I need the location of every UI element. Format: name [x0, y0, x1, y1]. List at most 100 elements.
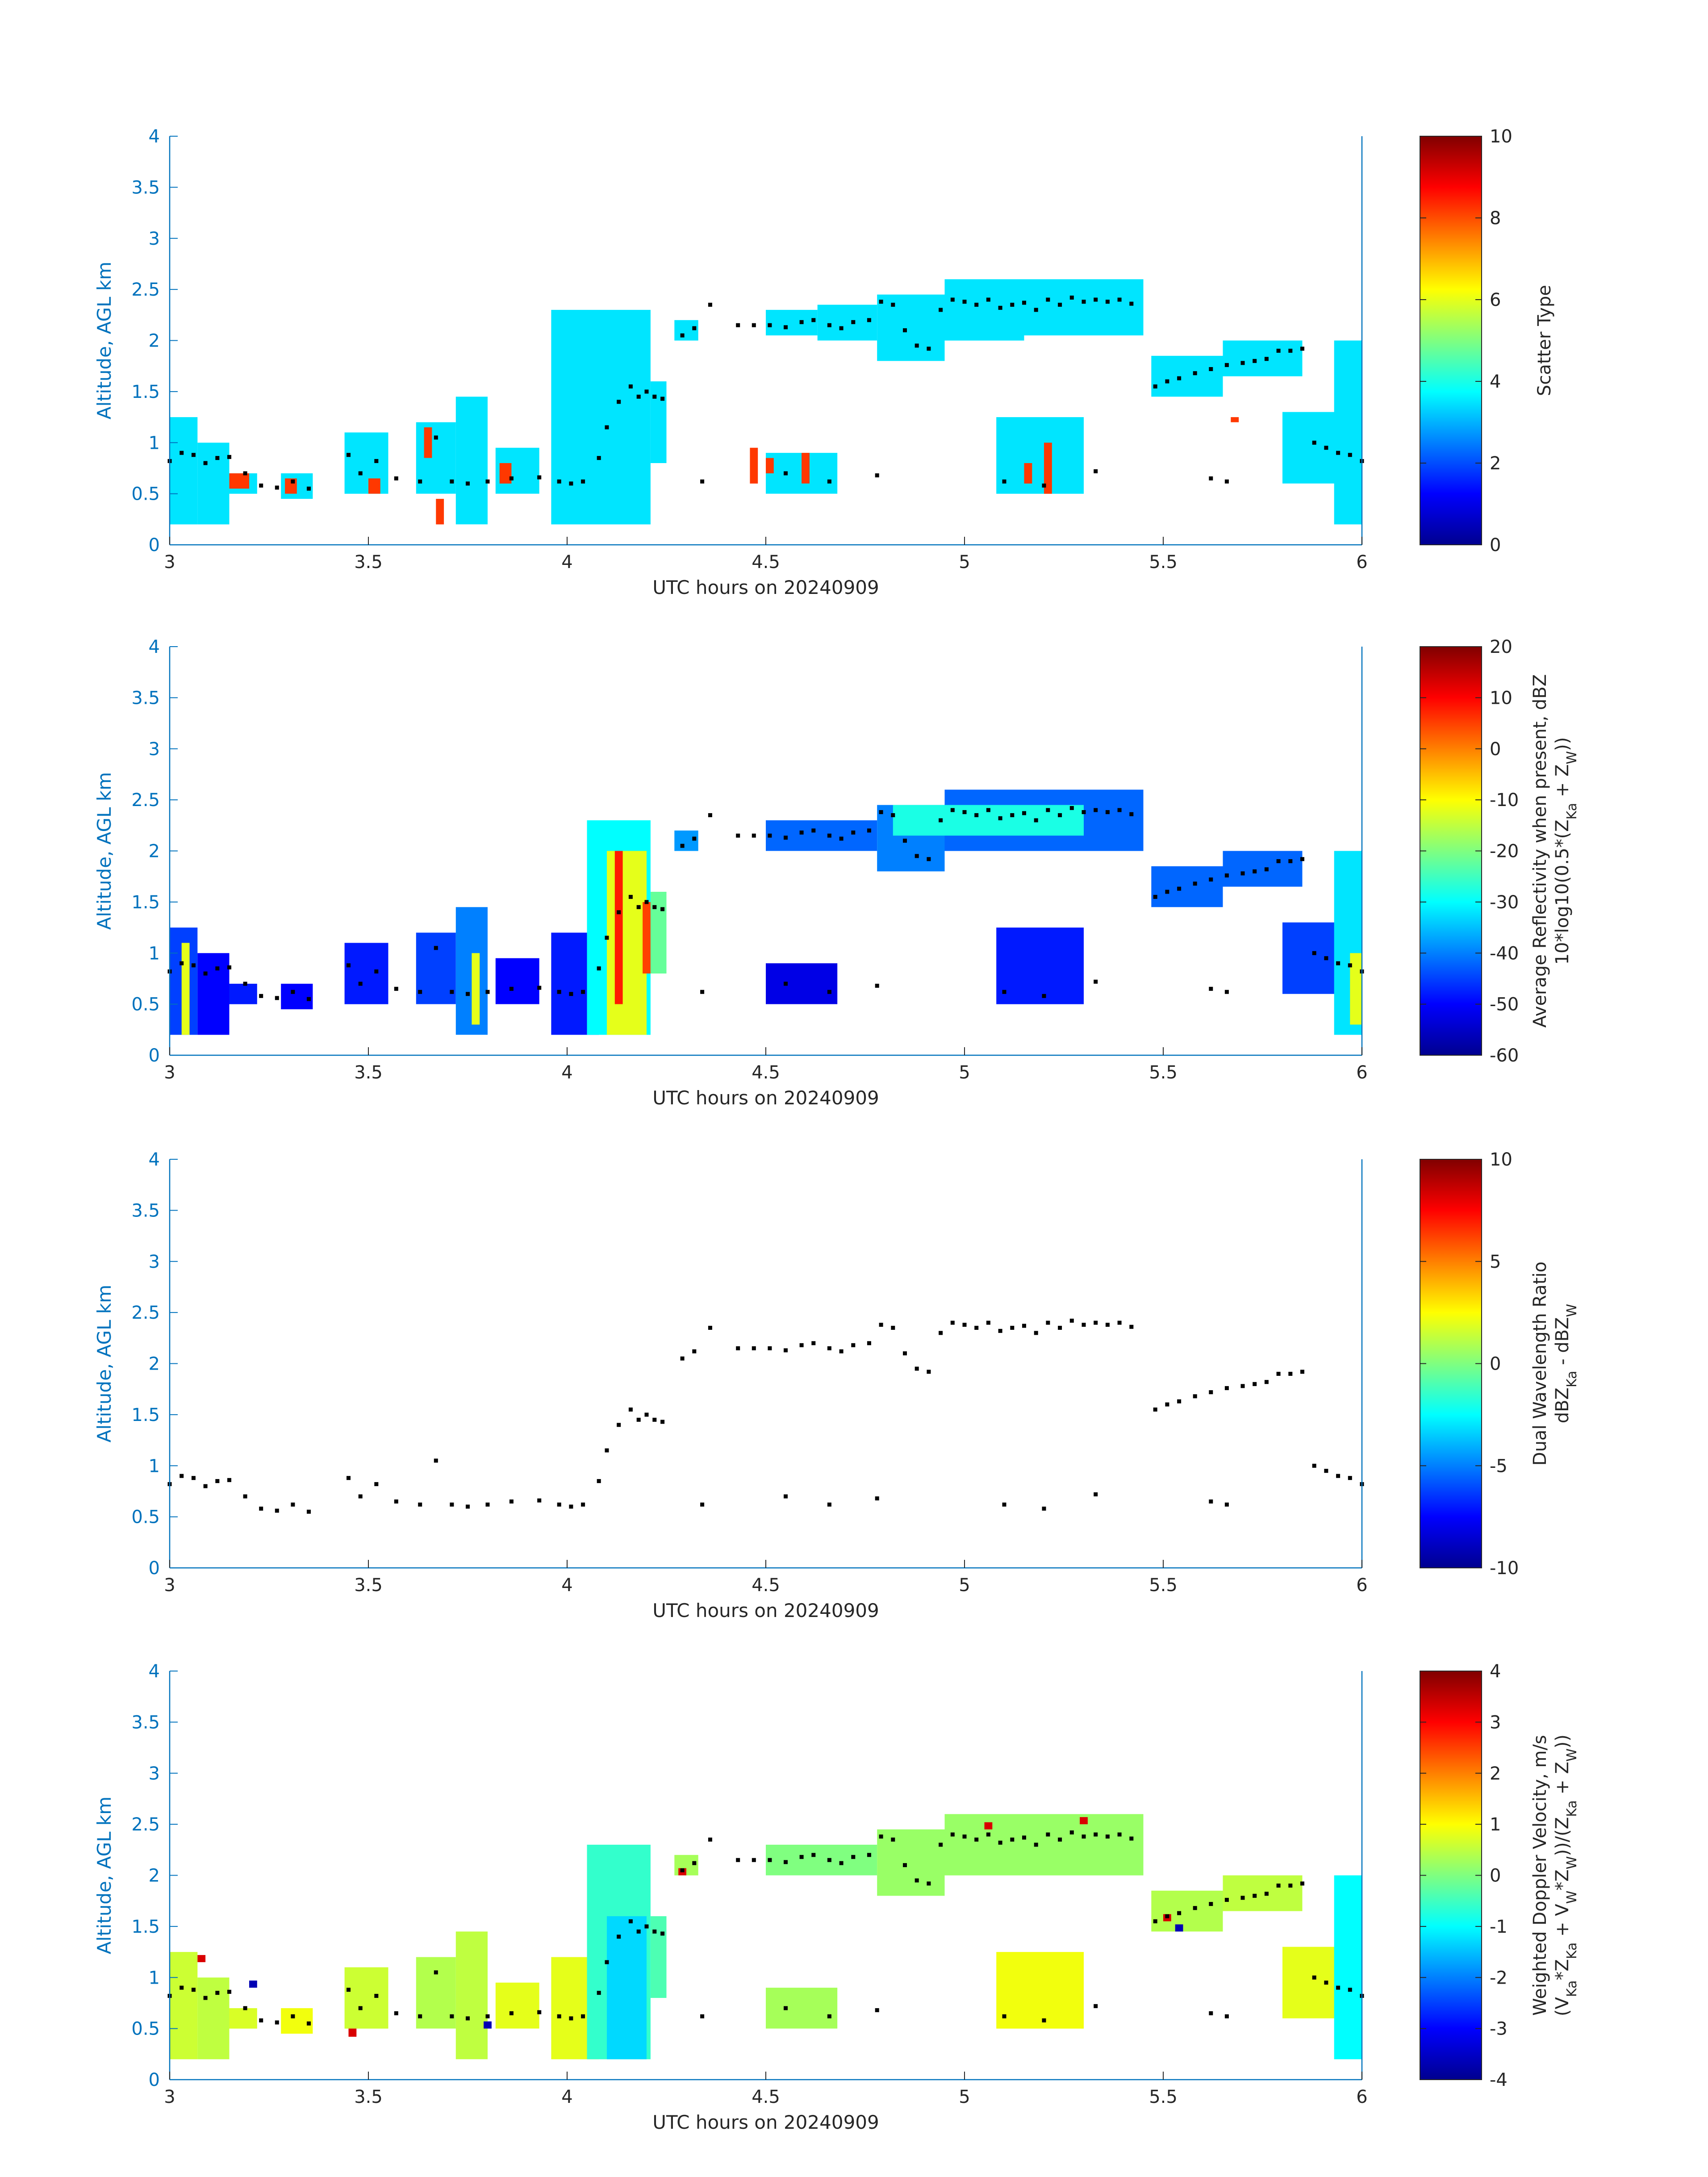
- ridge-point: [569, 481, 573, 486]
- ridge-point: [1193, 1906, 1197, 1910]
- ridge-point: [537, 2010, 542, 2014]
- y-tick-label: 2.5: [131, 280, 160, 300]
- ridge-point: [1042, 483, 1046, 488]
- colorbar-label: 10*log10(0.5*(ZKa + ZW)): [1552, 737, 1580, 965]
- ridge-point: [434, 435, 438, 440]
- y-axis-label: Altitude, AGL km: [93, 1797, 115, 1954]
- data-cell: [495, 958, 539, 1004]
- data-cell: [674, 830, 698, 851]
- colorbar-tick-label: 3: [1490, 1712, 1501, 1733]
- colorbar-tick-label: 10: [1490, 1149, 1512, 1170]
- ridge-point: [1010, 1837, 1015, 1842]
- ridge-point: [974, 302, 979, 307]
- y-axis-label: Altitude, AGL km: [93, 772, 115, 930]
- ridge-point: [434, 1970, 438, 1975]
- ridge-point: [1288, 1883, 1293, 1888]
- ridge-point: [1177, 1911, 1182, 1915]
- ridge-point: [1336, 961, 1341, 965]
- ridge-point: [1300, 1881, 1304, 1886]
- ridge-point: [243, 1494, 247, 1499]
- ridge-point: [628, 1407, 633, 1412]
- y-tick-label: 1: [149, 1456, 160, 1476]
- ridge-point: [1240, 871, 1245, 876]
- ridge-point: [1153, 894, 1157, 899]
- y-tick-label: 1.5: [131, 1405, 160, 1425]
- ridge-point: [1276, 1371, 1281, 1376]
- data-cell: [551, 309, 651, 525]
- data-cell: [944, 279, 1024, 341]
- x-tick-label: 3.5: [354, 1575, 383, 1596]
- colorbar-tick-label: 0: [1490, 739, 1501, 760]
- ridge-point: [394, 1499, 398, 1504]
- ridge-point: [827, 323, 831, 327]
- data-cell: [229, 2008, 257, 2029]
- x-tick-label: 5: [959, 1575, 970, 1596]
- x-tick-label: 4.5: [752, 2087, 780, 2107]
- ridge-point: [1209, 476, 1213, 481]
- colorbar-tick-label: -1: [1490, 1917, 1508, 1937]
- ridge-point: [891, 813, 895, 817]
- ridge-point: [974, 813, 979, 817]
- data-cell: [1151, 866, 1223, 907]
- data-cell: [607, 851, 647, 1035]
- data-cell: [766, 1844, 877, 1876]
- ridge-point: [1117, 808, 1122, 812]
- ridge-point: [1224, 2014, 1229, 2018]
- data-cell: [996, 1952, 1084, 2029]
- data-cell: [455, 397, 488, 525]
- data-cell: [170, 1952, 198, 2060]
- ridge-point: [180, 451, 184, 455]
- ridge-point: [962, 1834, 967, 1839]
- ridge-point: [1276, 348, 1281, 353]
- x-tick-label: 4: [561, 1062, 572, 1083]
- y-tick-label: 0: [149, 535, 160, 556]
- ridge-point: [903, 1351, 907, 1356]
- data-cell: [348, 2028, 357, 2037]
- ridge-point: [1094, 297, 1098, 302]
- x-tick-label: 4.5: [752, 552, 780, 572]
- ridge-point: [636, 1417, 641, 1422]
- ridge-point: [203, 1484, 208, 1488]
- ridge-point: [915, 1366, 919, 1371]
- ridge-point: [700, 479, 705, 484]
- ridge-point: [1312, 1463, 1316, 1468]
- ridge-point: [891, 302, 895, 307]
- ridge-point: [1094, 2004, 1098, 2008]
- ridge-point: [903, 839, 907, 843]
- y-tick-label: 0.5: [131, 2019, 160, 2039]
- ridge-point: [215, 1991, 220, 1995]
- ridge-point: [692, 1349, 697, 1354]
- ridge-point: [628, 384, 633, 389]
- ridge-point: [1209, 367, 1213, 371]
- ridge-point: [1129, 1325, 1134, 1329]
- ridge-point: [950, 1320, 955, 1325]
- ridge-point: [418, 1502, 422, 1507]
- ridge-point: [628, 1919, 633, 1923]
- ridge-point: [1224, 1386, 1229, 1390]
- ridge-point: [1022, 1324, 1026, 1328]
- ridge-point: [358, 471, 363, 476]
- colorbar-tick-label: -10: [1490, 1558, 1519, 1579]
- y-tick-label: 3.5: [131, 177, 160, 198]
- ridge-point: [998, 305, 1002, 310]
- ridge-point: [1058, 1837, 1062, 1842]
- x-tick-label: 6: [1356, 1575, 1367, 1596]
- ridge-point: [1129, 1836, 1134, 1841]
- ridge-point: [879, 300, 883, 304]
- data-cell: [416, 1957, 456, 2029]
- colorbar-tick-label: 1: [1490, 1814, 1501, 1835]
- ridge-point: [784, 1348, 788, 1353]
- ridge-point: [466, 481, 470, 486]
- ridge-point: [851, 830, 856, 835]
- ridge-point: [700, 1502, 705, 1507]
- y-tick-label: 2.5: [131, 1814, 160, 1835]
- ridge-point: [867, 1341, 871, 1345]
- ridge-point: [537, 1498, 542, 1503]
- ridge-point: [215, 1479, 220, 1483]
- y-tick-label: 1.5: [131, 892, 160, 913]
- ridge-point: [291, 1502, 295, 1507]
- ridge-point: [434, 946, 438, 950]
- ridge-point: [799, 1855, 804, 1859]
- ridge-point: [652, 1929, 657, 1934]
- data-cell: [281, 983, 313, 1010]
